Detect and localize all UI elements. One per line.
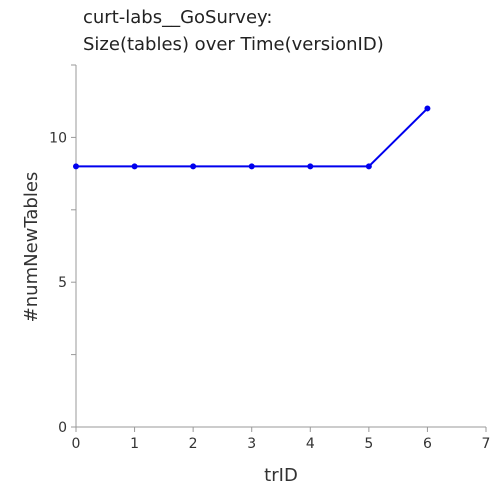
x-tick-label: 7 — [482, 436, 491, 452]
series — [73, 105, 431, 170]
data-point — [73, 163, 79, 170]
data-point — [424, 105, 431, 112]
y-tick-label: 10 — [49, 130, 67, 146]
x-tick-label: 3 — [247, 436, 256, 452]
chart-title: curt-labs__GoSurvey: — [83, 7, 272, 28]
x-tick-label: 1 — [130, 436, 139, 452]
x-axis-label: trID — [264, 465, 298, 486]
data-point — [307, 163, 314, 170]
y-tick-label: 0 — [58, 420, 67, 436]
chart-subtitle: Size(tables) over Time(versionID) — [83, 34, 384, 55]
y-axis-label: #numNewTables — [21, 172, 42, 323]
x-tick-label: 6 — [423, 436, 432, 452]
x-tick-label: 5 — [364, 436, 373, 452]
data-point — [131, 163, 138, 170]
series-line — [76, 107, 429, 168]
x-tick-label: 0 — [72, 436, 81, 452]
x-tick-label: 4 — [306, 436, 315, 452]
x-tick-label: 2 — [189, 436, 198, 452]
axes — [75, 65, 486, 428]
data-point — [365, 163, 372, 170]
ticks: 0 1 2 3 4 5 6 7 0 5 10 — [49, 64, 491, 452]
y-tick-label: 5 — [58, 275, 67, 291]
data-point — [190, 163, 197, 170]
data-point — [248, 163, 255, 170]
